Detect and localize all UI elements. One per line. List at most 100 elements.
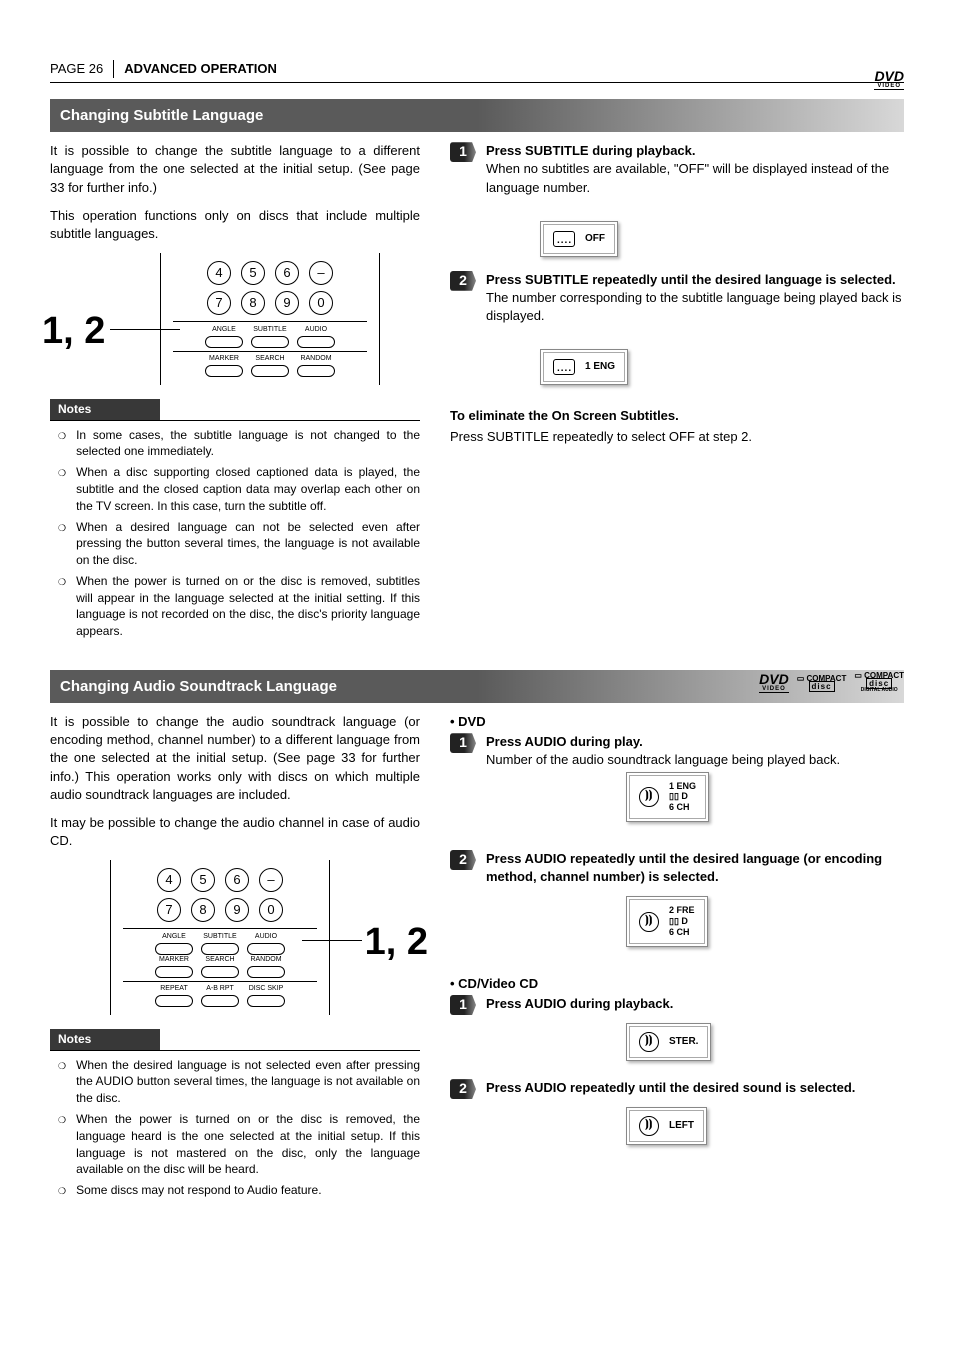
section2-title: Changing Audio Soundtrack Language bbox=[60, 678, 337, 695]
note-item: When a disc supporting closed captioned … bbox=[76, 464, 420, 514]
num-btn: 7 bbox=[157, 898, 181, 922]
subtitle-icon bbox=[553, 359, 575, 375]
step-block: 2 Press SUBTITLE repeatedly until the de… bbox=[450, 271, 904, 326]
remote-pill bbox=[297, 365, 335, 377]
remote-pill bbox=[297, 336, 335, 348]
cd-logo: ▭ COMPACTdiscDIGITAL AUDIO bbox=[854, 672, 904, 693]
audio-icon bbox=[639, 787, 659, 807]
section1-logos: DVDVIDEO bbox=[874, 69, 904, 90]
num-btn: 9 bbox=[275, 291, 299, 315]
osd-display: STER. bbox=[626, 1023, 711, 1061]
osd-line: 6 CH bbox=[669, 802, 690, 812]
step-title: Press SUBTITLE during playback. bbox=[486, 142, 904, 160]
remote-label-row: MARKER SEARCH RANDOM bbox=[123, 955, 317, 978]
step-number-badge: 2 bbox=[450, 850, 476, 870]
section1-title-bar: Changing Subtitle Language bbox=[50, 99, 904, 132]
audio-icon bbox=[639, 912, 659, 932]
audio-icon bbox=[639, 1116, 659, 1136]
num-btn: 9 bbox=[225, 898, 249, 922]
remote-pill bbox=[201, 966, 239, 978]
note-item: In some cases, the subtitle language is … bbox=[76, 427, 420, 461]
remote-pill bbox=[155, 995, 193, 1007]
notes-header: Notes bbox=[50, 399, 160, 420]
remote-label: MARKER bbox=[209, 355, 239, 362]
osd-line: ▯▯ D bbox=[669, 916, 688, 926]
osd-display: 1 ENG ▯▯ D 6 CH bbox=[626, 772, 709, 822]
remote-pill bbox=[201, 943, 239, 955]
eliminate-title: To eliminate the On Screen Subtitles. bbox=[450, 407, 904, 425]
step-title: Press SUBTITLE repeatedly until the desi… bbox=[486, 271, 904, 289]
remote-pill bbox=[201, 995, 239, 1007]
dvd-label: • DVD bbox=[450, 713, 904, 731]
osd-text: OFF bbox=[585, 232, 605, 246]
remote-row: 7 8 9 0 bbox=[123, 898, 317, 922]
remote-pill bbox=[155, 943, 193, 955]
step-block: 1 Press SUBTITLE during playback. When n… bbox=[450, 142, 904, 197]
notes-header: Notes bbox=[50, 1029, 160, 1050]
section2-intro2: It may be possible to change the audio c… bbox=[50, 814, 420, 850]
remote-diagram-1: 4 5 6 – 7 8 9 0 ANGLE SUBTITLE AUDIO bbox=[160, 253, 380, 385]
num-btn: 0 bbox=[259, 898, 283, 922]
remote-pill bbox=[247, 966, 285, 978]
num-btn: 7 bbox=[207, 291, 231, 315]
osd-text: STER. bbox=[669, 1035, 698, 1049]
section1-intro2: This operation functions only on discs t… bbox=[50, 207, 420, 243]
remote-pill bbox=[247, 943, 285, 955]
step-block: 2 Press AUDIO repeatedly until the desir… bbox=[450, 850, 904, 961]
section2-step-marker: 1, 2 bbox=[365, 916, 428, 969]
step-title: Press AUDIO during playback. bbox=[486, 995, 904, 1013]
section1-notes: In some cases, the subtitle language is … bbox=[50, 427, 420, 641]
num-btn: 5 bbox=[191, 868, 215, 892]
note-item: When the desired language is not selecte… bbox=[76, 1057, 420, 1107]
osd-line: 1 ENG bbox=[669, 781, 696, 791]
osd-text: 1 ENG bbox=[585, 360, 615, 374]
osd-line: 2 FRE bbox=[669, 905, 695, 915]
remote-label: SUBTITLE bbox=[253, 326, 286, 333]
num-btn: 4 bbox=[207, 261, 231, 285]
remote-pill bbox=[247, 995, 285, 1007]
remote-label: SEARCH bbox=[205, 956, 234, 963]
remote-label: SEARCH bbox=[255, 355, 284, 362]
remote-label: MARKER bbox=[159, 956, 189, 963]
cd-logo: ▭ COMPACTdisc bbox=[797, 675, 847, 691]
notes-rule bbox=[50, 420, 420, 421]
num-btn: 6 bbox=[225, 868, 249, 892]
step-body-text: Number of the audio soundtrack language … bbox=[486, 751, 904, 769]
num-btn: – bbox=[309, 261, 333, 285]
page-header: PAGE 26 ADVANCED OPERATION bbox=[50, 60, 904, 83]
step-number-badge: 2 bbox=[450, 271, 476, 291]
remote-label-row: ANGLE SUBTITLE AUDIO bbox=[123, 932, 317, 955]
remote-label-row: MARKER SEARCH RANDOM bbox=[173, 354, 367, 377]
section1-title: Changing Subtitle Language bbox=[60, 107, 263, 124]
remote-label: SUBTITLE bbox=[203, 933, 236, 940]
remote-label-row: REPEAT A-B RPT DISC SKIP bbox=[123, 984, 317, 1007]
remote-label: DISC SKIP bbox=[249, 985, 284, 992]
eliminate-body: Press SUBTITLE repeatedly to select OFF … bbox=[450, 428, 904, 446]
remote-label: ANGLE bbox=[162, 933, 186, 940]
page-number: PAGE 26 bbox=[50, 60, 103, 78]
dvd-logo: DVDVIDEO bbox=[874, 69, 904, 90]
osd-display: OFF bbox=[540, 221, 618, 257]
audio-icon bbox=[639, 1032, 659, 1052]
step-title: Press AUDIO repeatedly until the desired… bbox=[486, 850, 904, 886]
step-number-badge: 1 bbox=[450, 142, 476, 162]
note-item: When the power is turned on or the disc … bbox=[76, 573, 420, 640]
osd-display: LEFT bbox=[626, 1107, 707, 1145]
section1-step-marker: 1, 2 bbox=[42, 305, 105, 358]
notes-rule bbox=[50, 1050, 420, 1051]
section1-intro1: It is possible to change the subtitle la… bbox=[50, 142, 420, 197]
remote-label: AUDIO bbox=[255, 933, 277, 940]
remote-row: 7 8 9 0 bbox=[173, 291, 367, 315]
osd-display: 1 ENG bbox=[540, 349, 628, 385]
note-item: Some discs may not respond to Audio feat… bbox=[76, 1182, 321, 1199]
step-title: Press AUDIO during play. bbox=[486, 733, 904, 751]
cd-label: • CD/Video CD bbox=[450, 975, 904, 993]
remote-label: RANDOM bbox=[300, 355, 331, 362]
step-number-badge: 2 bbox=[450, 1079, 476, 1099]
note-item: When a desired language can not be selec… bbox=[76, 519, 420, 569]
osd-text-block: 1 ENG ▯▯ D 6 CH bbox=[669, 781, 696, 813]
num-btn: – bbox=[259, 868, 283, 892]
num-btn: 8 bbox=[241, 291, 265, 315]
osd-text-block: 2 FRE ▯▯ D 6 CH bbox=[669, 905, 695, 937]
remote-row: 4 5 6 – bbox=[173, 261, 367, 285]
